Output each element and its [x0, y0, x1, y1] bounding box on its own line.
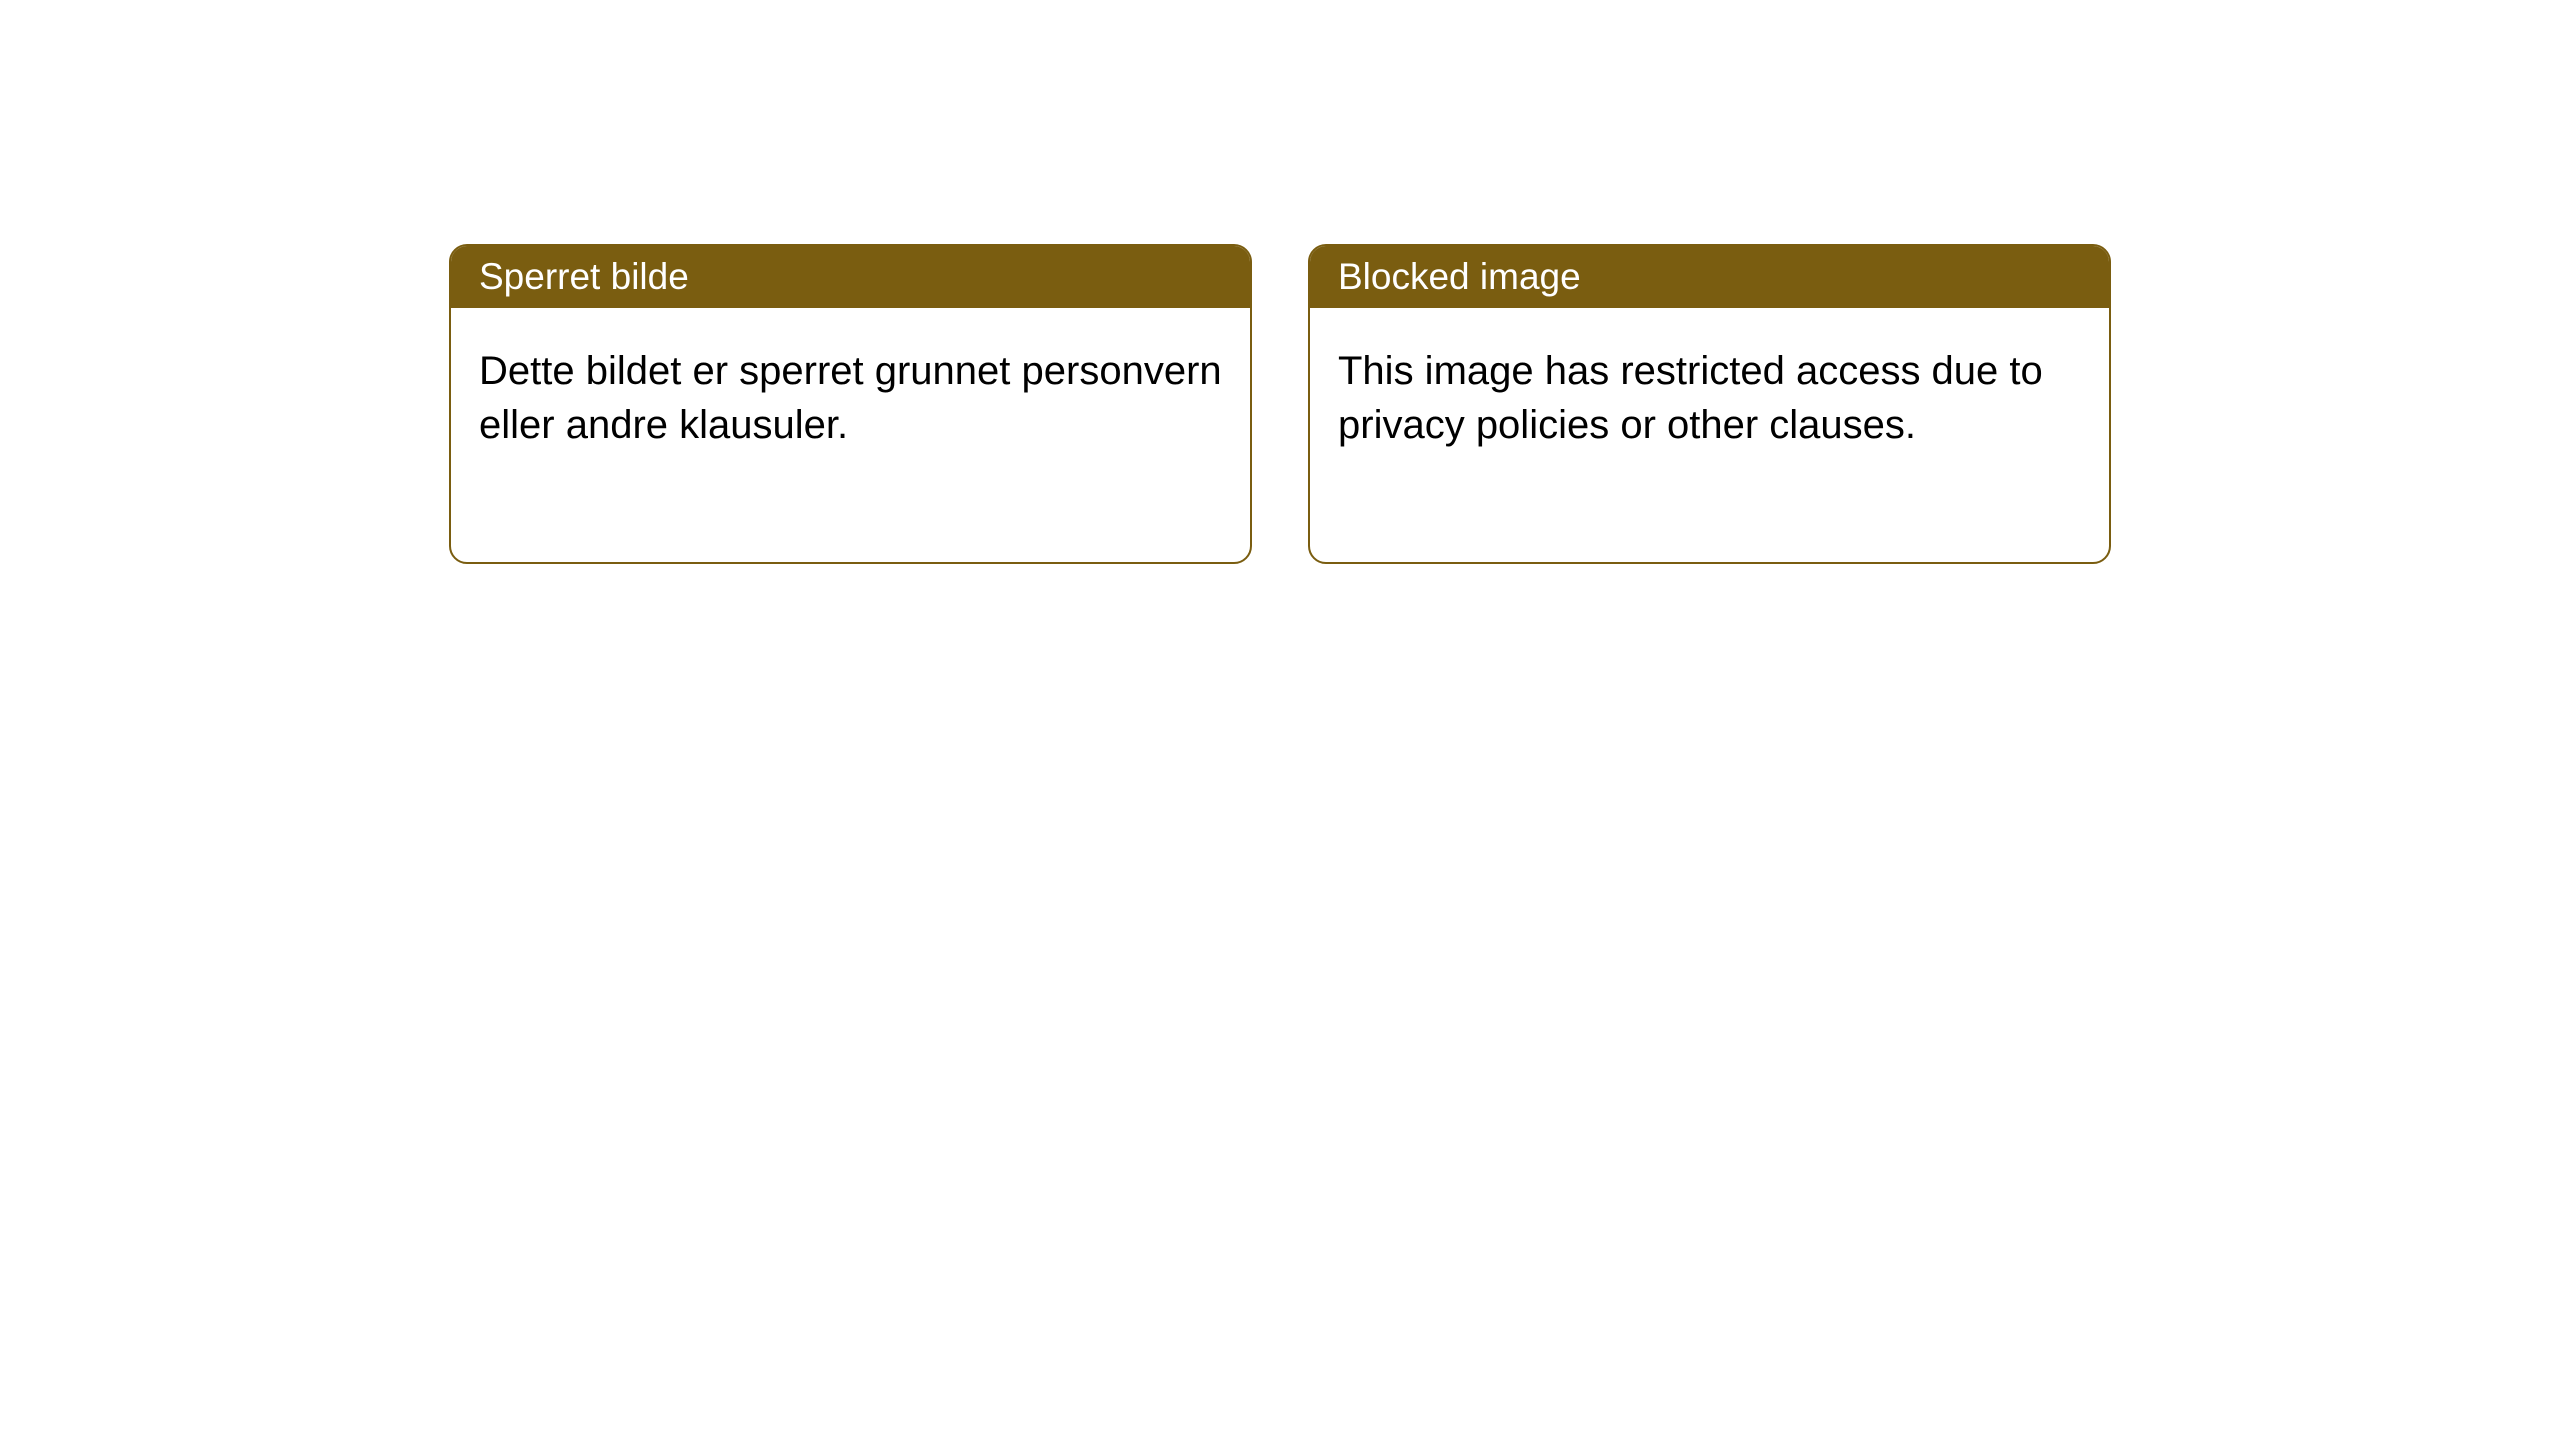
card-header: Sperret bilde	[451, 246, 1250, 308]
notice-cards-container: Sperret bilde Dette bildet er sperret gr…	[449, 244, 2111, 564]
card-body: This image has restricted access due to …	[1310, 308, 2109, 562]
card-body-text: Dette bildet er sperret grunnet personve…	[479, 349, 1222, 447]
card-title: Sperret bilde	[479, 256, 689, 297]
card-header: Blocked image	[1310, 246, 2109, 308]
blocked-image-card-norwegian: Sperret bilde Dette bildet er sperret gr…	[449, 244, 1252, 564]
card-body-text: This image has restricted access due to …	[1338, 349, 2043, 447]
card-body: Dette bildet er sperret grunnet personve…	[451, 308, 1250, 562]
card-title: Blocked image	[1338, 256, 1581, 297]
blocked-image-card-english: Blocked image This image has restricted …	[1308, 244, 2111, 564]
